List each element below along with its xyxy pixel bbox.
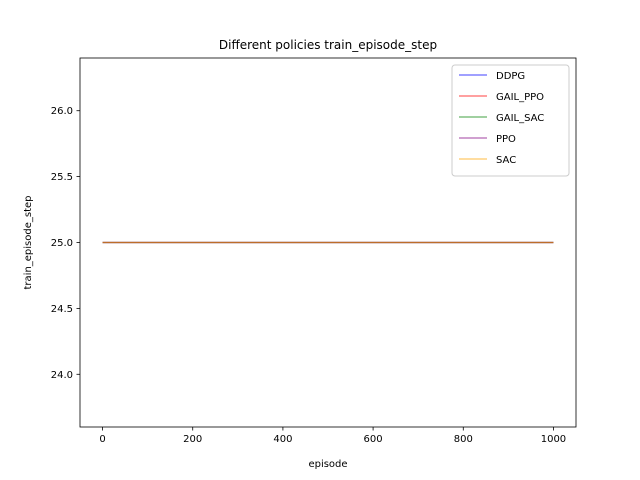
y-tick-label: 24.0 xyxy=(51,370,73,381)
legend-box xyxy=(451,64,570,177)
x-tick-label: 600 xyxy=(364,434,383,445)
legend-label: GAIL_SAC xyxy=(496,113,544,124)
chart-title: Different policies train_episode_step xyxy=(219,38,437,52)
y-tick-label: 25.0 xyxy=(51,238,73,249)
legend: DDPG GAIL_PPO GAIL_SAC PPO SAC xyxy=(451,64,570,177)
x-tick-label: 800 xyxy=(454,434,473,445)
y-axis-title: train_episode_step xyxy=(23,195,34,289)
legend-label: PPO xyxy=(496,134,516,145)
x-tick-label: 200 xyxy=(183,434,202,445)
legend-label: SAC xyxy=(496,155,516,166)
x-axis: 0 200 400 600 800 1000 xyxy=(99,427,566,445)
x-tick-label: 1000 xyxy=(541,434,566,445)
x-axis-title: episode xyxy=(308,459,347,470)
legend-label: DDPG xyxy=(496,71,525,82)
y-tick-label: 25.5 xyxy=(51,172,73,183)
legend-label: GAIL_PPO xyxy=(496,92,544,103)
x-tick-label: 0 xyxy=(99,434,105,445)
y-tick-label: 26.0 xyxy=(51,106,73,117)
y-axis: 24.0 24.5 25.0 25.5 26.0 xyxy=(51,106,80,381)
y-tick-label: 24.5 xyxy=(51,304,73,315)
x-tick-label: 400 xyxy=(273,434,292,445)
